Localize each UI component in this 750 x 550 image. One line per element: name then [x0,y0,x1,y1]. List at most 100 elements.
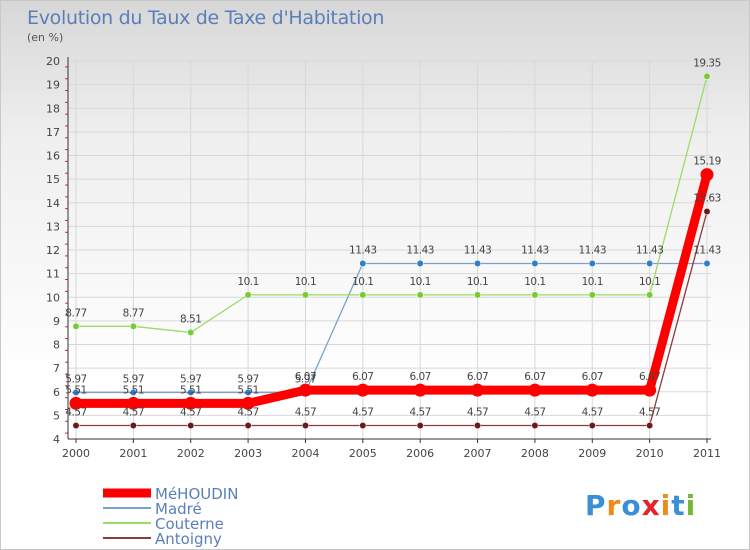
data-label: 10.1 [409,276,430,288]
data-point [72,389,80,396]
data-label: 4.57 [639,407,660,419]
y-tick-label: 5 [53,409,60,422]
x-tick-label: 2003 [234,447,262,460]
data-label: 8.77 [123,307,144,319]
data-label: 5.51 [65,384,86,396]
data-point [531,291,539,299]
data-label: 11.43 [578,244,606,256]
data-label: 4.57 [524,407,545,419]
y-tick-label: 15 [46,173,60,186]
data-point [531,422,539,429]
x-tick-label: 2009 [578,447,606,460]
logo-letter: r [606,489,622,522]
data-point [588,291,596,299]
data-point [528,383,542,397]
data-point [244,422,252,429]
data-label: 11.43 [636,244,664,256]
series-line-mehoudin [76,173,712,408]
data-point [129,422,137,429]
data-point [244,389,252,396]
x-tick-label: 2004 [291,447,319,460]
proxiti-logo: Proxiti [585,489,696,522]
data-point [302,422,309,429]
data-label: 10.1 [582,276,603,288]
y-tick-label: 8 [53,339,60,352]
x-tick-label: 2011 [693,447,721,460]
data-label: 4.57 [237,407,258,419]
y-tick-label: 9 [53,315,60,328]
data-label: 6.07 [582,371,603,383]
data-point [356,383,370,397]
y-tick-label: 7 [53,362,60,375]
series-line-antoigny [76,211,708,427]
series-line-couterne [76,76,708,334]
data-label: 15.19 [693,156,721,168]
data-point [588,422,596,429]
y-tick-label: 11 [46,268,60,281]
data-label: 5.97 [65,373,86,385]
y-tick-label: 12 [46,244,60,257]
y-tick-label: 16 [46,150,60,163]
data-point [187,329,195,336]
data-label: 5.51 [180,384,201,396]
data-point [129,389,137,396]
data-point [588,260,596,267]
data-label: 6.07 [524,371,545,383]
data-point [302,291,309,299]
data-label: 6.07 [639,371,660,383]
data-point [359,422,367,429]
data-point [531,260,539,267]
data-label: 5.51 [123,384,144,396]
data-point [298,383,312,397]
data-point [646,291,654,299]
data-point [184,396,198,410]
data-label: 4.57 [65,407,86,419]
data-label: 5.97 [295,373,316,385]
y-tick-label: 20 [46,55,60,68]
data-point [416,260,424,267]
logo-letter: i [660,489,672,522]
data-label: 4.57 [352,407,373,419]
y-tick-label: 4 [53,433,60,446]
data-label: 4.57 [582,407,603,419]
data-label: 4.57 [295,407,316,419]
data-label: 11.43 [521,244,549,256]
data-label: 5.97 [180,373,201,385]
data-point [69,396,83,410]
data-point [187,389,195,396]
data-point [474,260,481,267]
logo-letter: x [641,489,661,522]
data-point [413,383,427,397]
data-label: 10.1 [524,276,545,288]
x-tick-label: 2010 [636,447,664,460]
data-point [241,396,255,410]
data-point [643,383,657,397]
y-tick-label: 18 [46,102,60,115]
data-label: 6.07 [409,371,430,383]
legend-label: Madré [155,500,202,518]
data-point [72,322,80,330]
data-point [129,322,137,330]
x-tick-label: 2002 [177,447,205,460]
data-point [359,291,367,299]
legend-label: Couterne [155,515,224,533]
data-point [471,383,485,397]
legend-label: Antoigny [155,530,222,548]
data-label: 5.97 [237,373,258,385]
data-point [187,422,195,429]
x-tick-label: 2007 [464,447,492,460]
data-point [585,383,599,397]
logo-letter: P [585,489,607,522]
data-point [703,72,711,80]
data-point [646,260,654,267]
y-tick-label: 10 [46,291,60,304]
x-tick-label: 2000 [62,447,90,460]
data-label: 11.43 [464,244,492,256]
logo-letter: o [621,489,642,522]
x-tick-label: 2006 [406,447,434,460]
data-label: 10.1 [467,276,488,288]
y-tick-label: 17 [46,126,60,139]
y-tick-label: 13 [46,220,60,233]
data-label: 13.63 [693,192,721,204]
